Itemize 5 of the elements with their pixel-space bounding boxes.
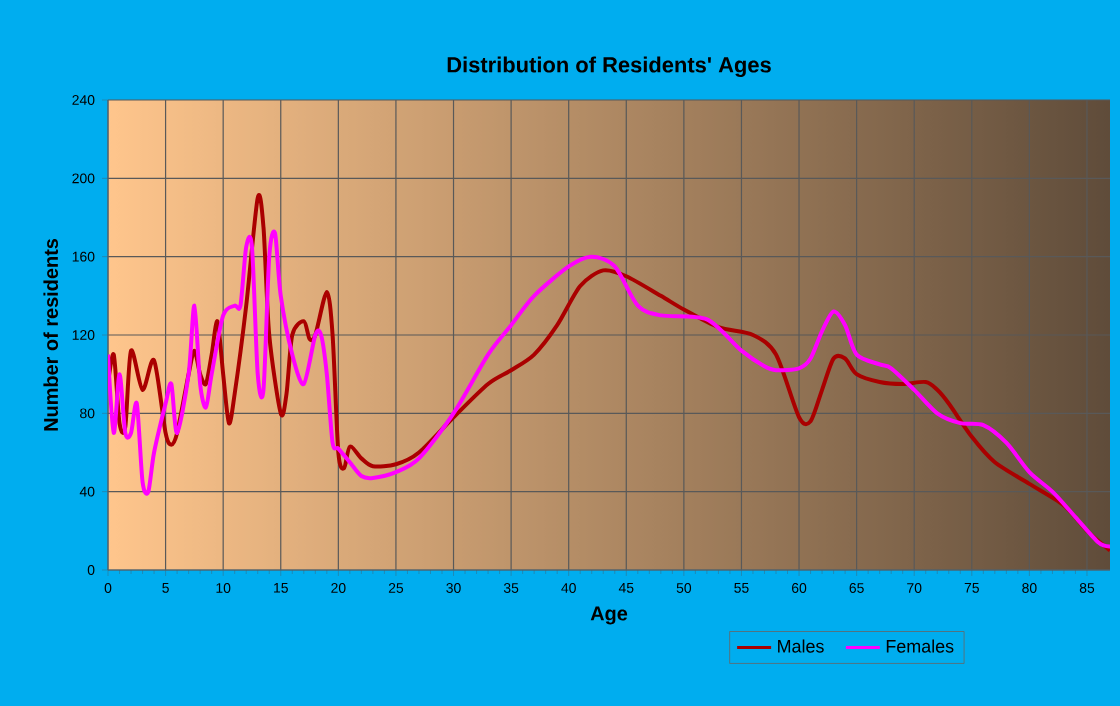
legend-label: Males <box>778 639 824 653</box>
legend-label: Females <box>886 639 954 653</box>
chart-title: Distribution of Residents' Ages <box>447 56 771 78</box>
y-axis-title: Number of residents <box>43 238 59 431</box>
x-axis-title: Age <box>590 606 628 625</box>
